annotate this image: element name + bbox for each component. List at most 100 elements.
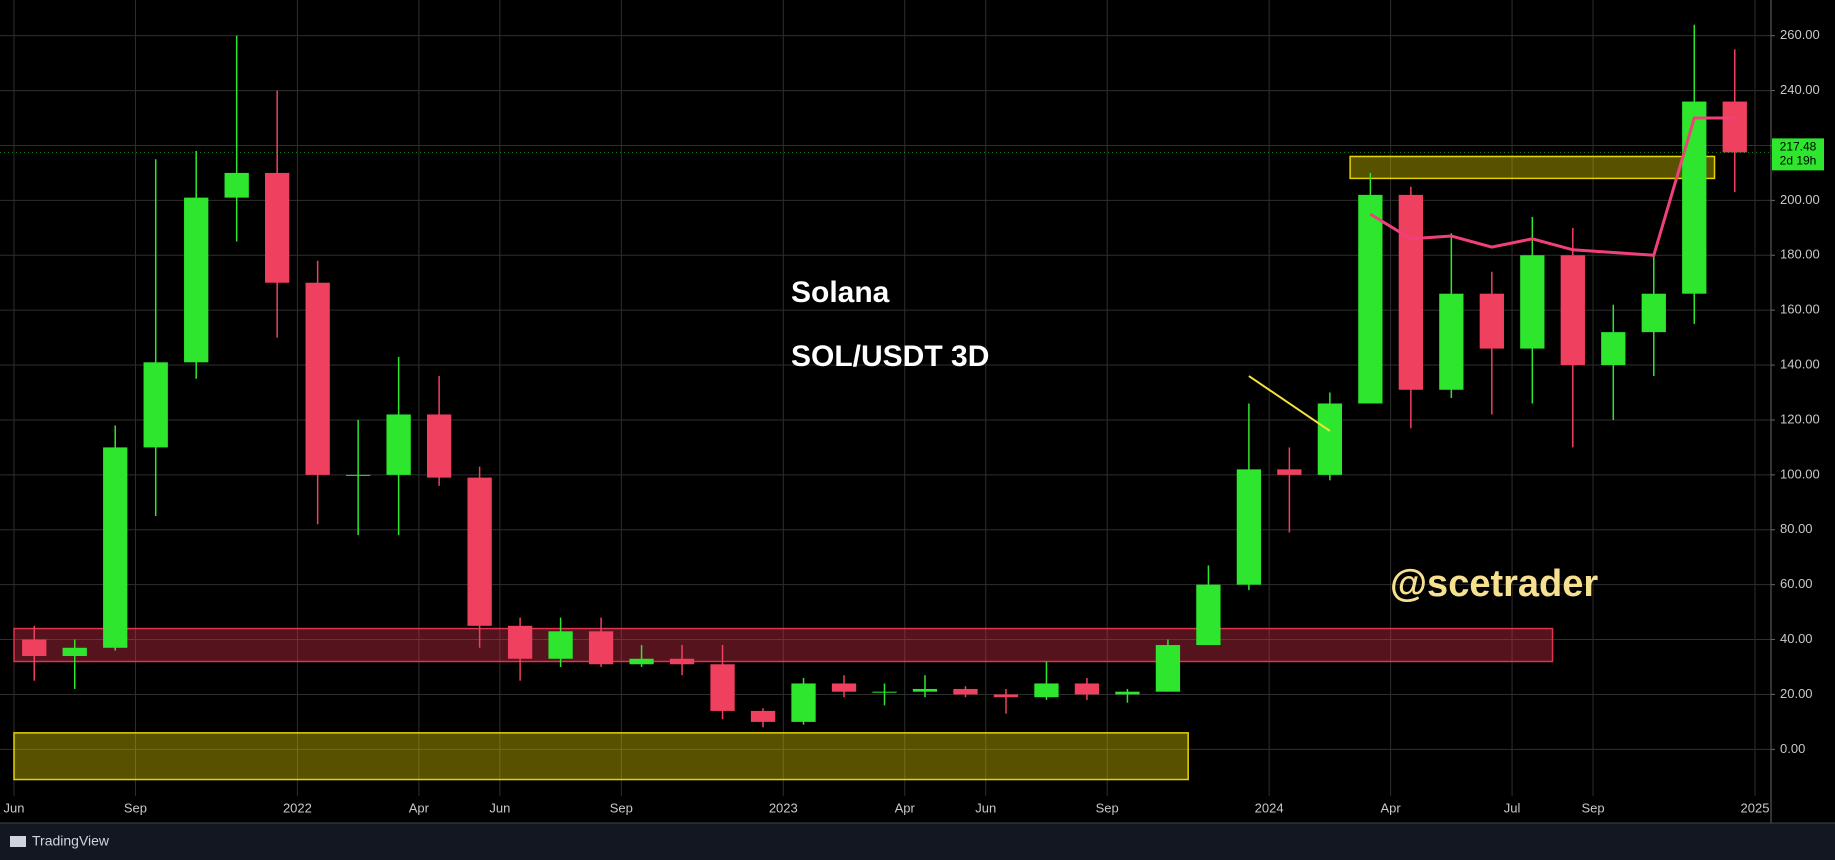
candle-body	[1236, 469, 1262, 585]
x-tick-label: Sep	[610, 800, 633, 815]
candle	[103, 425, 128, 651]
candle-body	[1317, 403, 1343, 475]
x-tick-label: Apr	[409, 800, 430, 815]
candle	[1196, 565, 1221, 646]
candle	[548, 617, 573, 667]
moving-average	[1369, 116, 1735, 257]
x-tick-label: 2024	[1255, 800, 1284, 815]
candle-body	[1479, 293, 1504, 349]
candle-body	[791, 683, 816, 722]
candle	[22, 625, 47, 681]
candle	[265, 90, 290, 338]
candle-body	[1520, 255, 1545, 349]
candle-body	[1682, 101, 1707, 294]
candle	[1722, 49, 1747, 193]
candle-body	[1074, 683, 1100, 695]
candle-body	[912, 688, 938, 692]
x-tick-label: Jun	[975, 800, 996, 815]
zone	[13, 627, 1554, 663]
zone	[13, 732, 1189, 781]
y-tick-label: 40.00	[1780, 631, 1813, 646]
candle	[1115, 688, 1140, 703]
candle	[1682, 24, 1707, 324]
candle	[750, 708, 776, 728]
candle	[872, 683, 897, 706]
candle-body	[265, 172, 290, 283]
candle	[1074, 677, 1100, 700]
candle	[1439, 233, 1464, 398]
candle	[1034, 661, 1059, 700]
candle-body	[305, 282, 330, 475]
x-tick-label: Apr	[1380, 800, 1401, 815]
y-tick-label: 140.00	[1780, 356, 1820, 371]
candle-body	[386, 414, 411, 475]
x-tick-label: Apr	[895, 800, 916, 815]
y-tick-label: 180.00	[1780, 247, 1820, 262]
candle	[1317, 392, 1343, 481]
candle	[426, 376, 452, 486]
candle	[1601, 304, 1626, 420]
y-tick-label: 240.00	[1780, 82, 1820, 97]
y-tick-label: 100.00	[1780, 466, 1820, 481]
candle	[305, 260, 330, 525]
candle-body	[224, 172, 249, 198]
candle-body	[588, 631, 614, 665]
candle	[224, 35, 249, 242]
x-tick-label: 2023	[769, 800, 798, 815]
x-tick-label: Jun	[489, 800, 510, 815]
candle-body	[1560, 255, 1585, 366]
candle-body	[346, 474, 371, 476]
candle	[184, 150, 209, 379]
candle	[831, 675, 857, 698]
countdown-label: 2d 19h	[1780, 154, 1817, 168]
candle-body	[1398, 194, 1423, 390]
candle	[953, 686, 978, 698]
grid	[0, 0, 1771, 796]
zone	[1349, 155, 1716, 180]
candles	[22, 24, 1747, 728]
candle-body	[1601, 332, 1626, 366]
watermark: @scetrader	[1390, 563, 1598, 605]
candle-body	[1641, 293, 1666, 333]
candle	[1479, 271, 1504, 415]
y-tick-label: 160.00	[1780, 302, 1820, 317]
candle-body	[629, 658, 654, 665]
candle	[1236, 403, 1262, 591]
y-tick-label: 0.00	[1780, 741, 1805, 756]
candle-body	[184, 197, 209, 363]
logo-icon	[10, 836, 26, 847]
candle	[1155, 639, 1181, 692]
candle-body	[1196, 584, 1221, 646]
candle	[62, 639, 87, 689]
candle-body	[669, 658, 695, 665]
x-tick-label: 2022	[283, 800, 312, 815]
candle-body	[22, 639, 47, 657]
candle-body	[103, 447, 128, 648]
candle	[710, 645, 735, 720]
candle-body	[1277, 469, 1302, 475]
candle-body	[426, 414, 452, 478]
chart-title: Solana	[791, 276, 890, 309]
zones	[13, 155, 1716, 781]
x-tick-label: Jul	[1504, 800, 1521, 815]
candle-body	[1115, 691, 1140, 695]
x-tick-label: Sep	[124, 800, 147, 815]
candle	[1641, 255, 1666, 377]
brand-logo: TradingView	[10, 833, 110, 849]
chart-subtitle: SOL/USDT 3D	[791, 340, 989, 373]
candle	[993, 688, 1019, 714]
y-tick-label: 20.00	[1780, 686, 1813, 701]
candle-body	[953, 688, 978, 695]
candle	[1398, 186, 1423, 429]
y-tick-label: 260.00	[1780, 27, 1820, 42]
candle-body	[1722, 101, 1747, 153]
candle	[507, 617, 533, 681]
candle-body	[62, 647, 87, 657]
candle	[1277, 447, 1302, 533]
candle	[588, 617, 614, 667]
x-tick-label: Sep	[1581, 800, 1604, 815]
candle	[143, 159, 168, 517]
